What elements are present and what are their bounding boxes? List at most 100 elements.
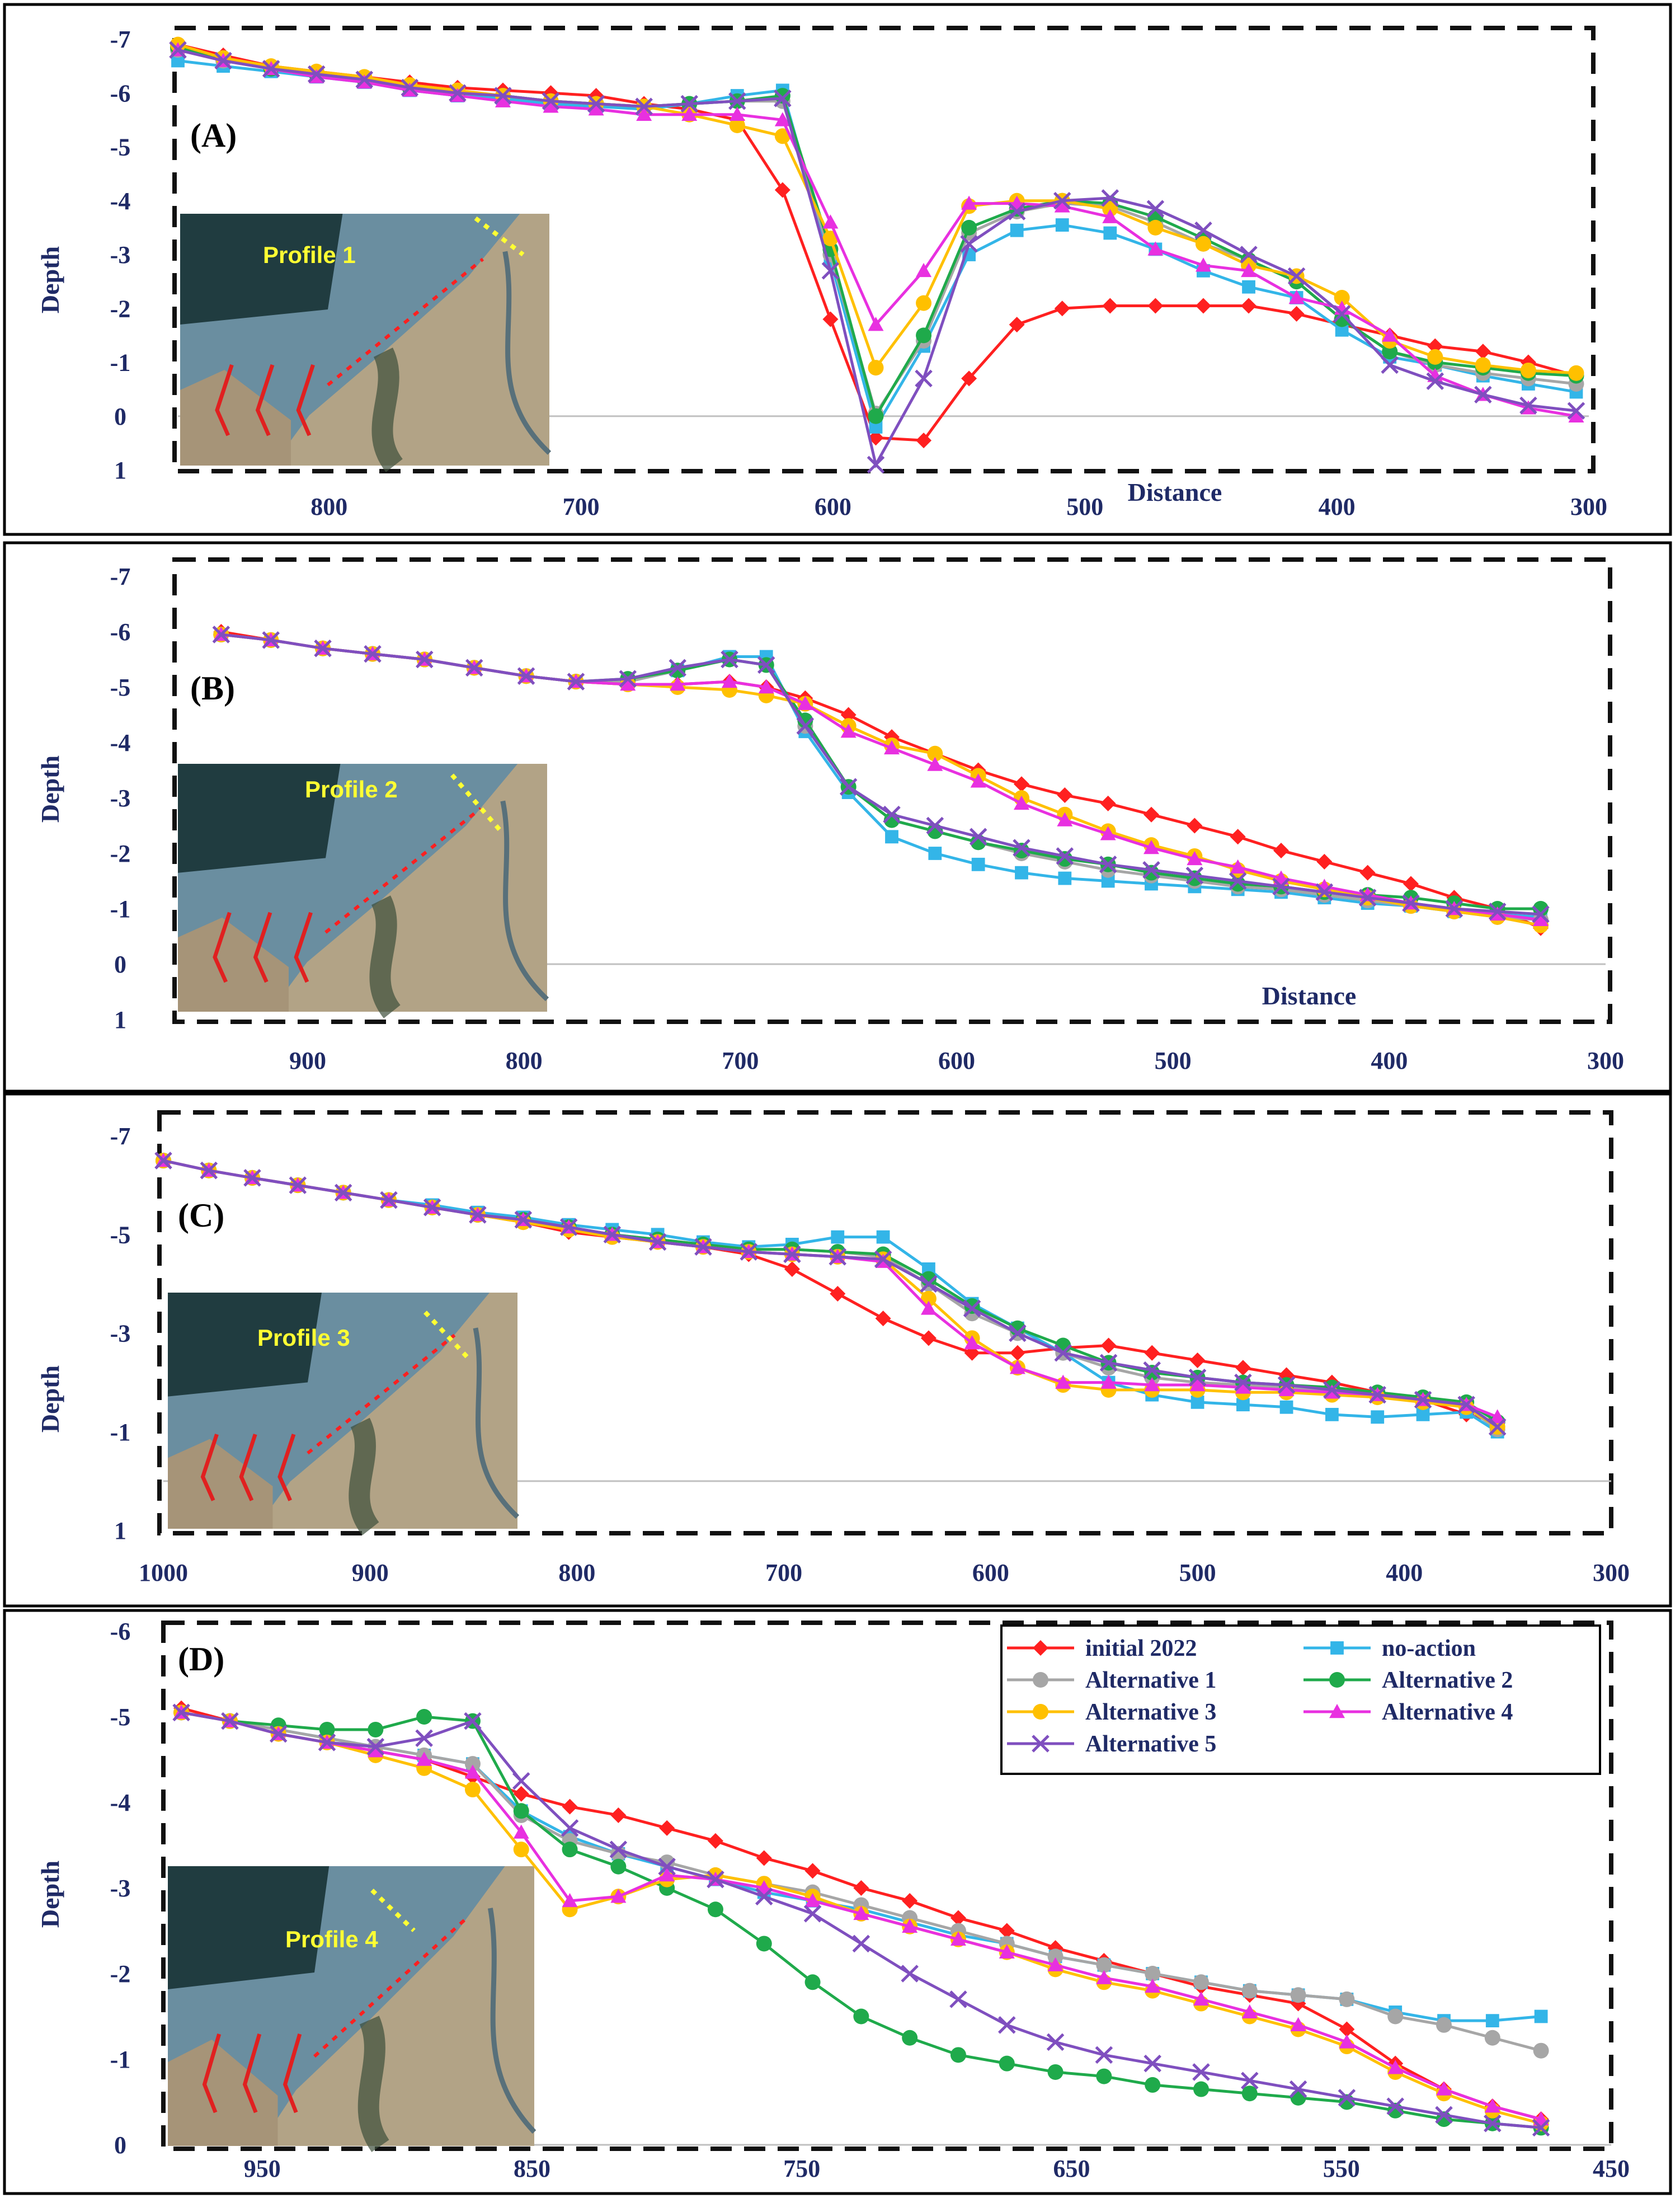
data-point xyxy=(619,670,637,688)
plot-area-border xyxy=(161,1621,1613,2151)
legend-entry-alt2: Alternative 2 xyxy=(1303,1668,1513,1693)
legend-entry-noaction: no-action xyxy=(1303,1636,1476,1661)
data-point xyxy=(1101,874,1115,888)
data-point xyxy=(636,106,652,121)
map-breakwater-line xyxy=(324,807,482,934)
data-point xyxy=(1488,903,1507,920)
data-point xyxy=(1103,226,1117,240)
map-profile-line xyxy=(370,1889,416,1932)
data-point xyxy=(729,118,745,133)
data-point xyxy=(1054,1344,1072,1362)
data-point xyxy=(1358,889,1377,907)
y-tick-label: -5 xyxy=(110,1221,131,1248)
y-axis-label: Depth xyxy=(36,1365,64,1433)
data-point xyxy=(1241,2004,1258,2019)
x-tick-label: 500 xyxy=(1155,1047,1192,1074)
data-point xyxy=(867,455,885,474)
data-point xyxy=(154,1152,172,1170)
plot-area-border xyxy=(157,1110,1613,1535)
map-deep-water xyxy=(168,1293,322,1397)
map-vegetation xyxy=(349,1417,380,1535)
data-point xyxy=(670,677,686,691)
panel-label: (B) xyxy=(190,670,235,707)
data-point xyxy=(964,1335,980,1350)
x-tick-label: 800 xyxy=(310,493,347,520)
data-point xyxy=(171,54,185,68)
data-point xyxy=(852,1934,870,1953)
data-point xyxy=(680,95,698,113)
data-point xyxy=(1096,1970,1112,1984)
data-point xyxy=(1054,198,1070,213)
data-point xyxy=(366,1737,385,1756)
data-point xyxy=(1519,396,1537,415)
data-point xyxy=(1277,1376,1296,1394)
data-point xyxy=(1241,298,1257,314)
legend-marker xyxy=(1033,1704,1048,1720)
data-point xyxy=(1195,236,1211,252)
map-vegetation xyxy=(369,895,401,1018)
data-point xyxy=(774,112,790,126)
x-tick-label: 700 xyxy=(765,1559,802,1586)
data-point xyxy=(1316,853,1333,870)
data-point xyxy=(822,311,839,327)
x-tick-label: 950 xyxy=(244,2155,281,2182)
y-tick-label: -3 xyxy=(110,241,131,269)
data-point xyxy=(1241,2072,1259,2090)
x-tick-label: 800 xyxy=(506,1047,543,1074)
data-point xyxy=(1534,2009,1548,2023)
map-river xyxy=(487,1908,537,2134)
map-land-west xyxy=(180,370,291,466)
y-tick-label: -1 xyxy=(110,895,131,923)
data-point xyxy=(262,631,280,649)
data-point xyxy=(797,712,813,729)
y-tick-label: 0 xyxy=(114,403,126,430)
plot-area-border xyxy=(172,557,1612,1024)
data-point xyxy=(1339,2021,1355,2037)
map-land-west xyxy=(178,917,289,1012)
data-point xyxy=(963,1299,981,1318)
data-point xyxy=(868,430,884,446)
data-point xyxy=(1047,2064,1063,2080)
map-land xyxy=(255,1293,517,1529)
data-point xyxy=(969,828,987,846)
data-point xyxy=(1096,1957,1112,1973)
data-point xyxy=(567,673,585,691)
legend: initial 2022 no-action Alternative 1 Altern… xyxy=(1000,1624,1601,1775)
data-point xyxy=(960,234,978,253)
x-tick-label: 500 xyxy=(1179,1559,1216,1586)
map-breakwater-line xyxy=(327,257,484,387)
data-point xyxy=(1195,257,1211,272)
legend-marker xyxy=(1330,1641,1344,1655)
data-point xyxy=(1359,865,1376,881)
panel-a: -7 -6 -5 -4 -3 -2 -1 0 1 800 700 600 500 400 300 Depth D… xyxy=(3,3,1672,536)
data-point xyxy=(416,1709,432,1725)
data-point xyxy=(774,182,790,198)
data-point xyxy=(1278,1382,1295,1397)
map-groin-3 xyxy=(277,1434,296,1501)
data-point xyxy=(1474,386,1492,404)
data-point xyxy=(1187,851,1203,866)
y-tick-label: -5 xyxy=(110,674,131,701)
data-point xyxy=(927,745,943,762)
legend-label: Alternative 1 xyxy=(1085,1668,1216,1693)
data-point xyxy=(1236,1398,1250,1412)
data-point xyxy=(1192,2063,1210,2081)
data-point xyxy=(1325,1408,1339,1421)
x-tick-label: 600 xyxy=(972,1559,1009,1586)
data-point xyxy=(494,87,512,105)
x-tick-label: 600 xyxy=(938,1047,975,1074)
data-point xyxy=(469,1206,487,1224)
data-point xyxy=(1057,812,1073,826)
data-point xyxy=(368,1721,384,1737)
data-point xyxy=(588,101,604,116)
data-point xyxy=(1484,2098,1500,2113)
data-point xyxy=(659,1867,675,1882)
data-point xyxy=(364,645,382,663)
map-river xyxy=(502,251,552,455)
data-point xyxy=(1229,872,1247,890)
data-point xyxy=(1290,2089,1306,2106)
data-point xyxy=(1015,866,1028,880)
data-point xyxy=(1143,806,1159,823)
data-point xyxy=(559,1218,578,1236)
data-point xyxy=(1143,865,1159,881)
